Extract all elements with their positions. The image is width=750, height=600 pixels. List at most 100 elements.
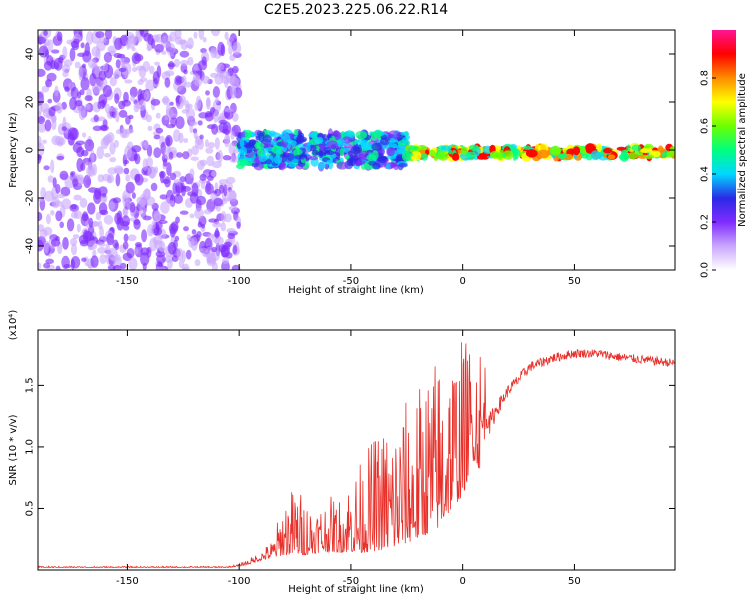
spectrogram-panel: -150 -100 -50 0 50 -40 -20 0 20 40 Height of str… [8,29,676,296]
heatmap-cell [396,145,407,154]
heatmap-cell [48,106,56,117]
heatmap-cell [225,241,232,248]
heatmap-cell [231,264,241,270]
heatmap-cell [87,240,98,251]
heatmap-cell [182,151,190,160]
heatmap-cell [131,145,142,153]
heatmap-cell [282,133,291,143]
heatmap-cell [220,44,226,57]
heatmap-cell [60,186,71,197]
spectrogram-x-axis-label: Height of straight line (km) [288,285,424,296]
heatmap-cell [183,138,189,143]
heatmap-cell [164,114,169,121]
heatmap-cell [139,77,148,83]
heatmap-cell [107,265,116,270]
heatmap-cell [162,95,169,106]
heatmap-cell [125,174,131,182]
heatmap-cell [229,54,236,61]
heatmap-cell [105,243,110,254]
heatmap-cell [427,149,436,156]
heatmap-cell [193,31,198,39]
heatmap-cell [88,58,97,69]
heatmap-cell [38,211,43,222]
heatmap-cell [170,115,177,127]
heatmap-cell [385,163,391,170]
heatmap-cell [640,148,651,154]
heatmap-cell [169,200,175,207]
heatmap-cell [299,153,306,160]
heatmap-cell [154,61,160,66]
colorbar-tick-label: 0.2 [700,214,711,230]
heatmap-cell [386,146,395,157]
heatmap-cell [191,182,199,197]
heatmap-cell [61,126,67,131]
heatmap-cell [198,179,208,184]
heatmap-cell [84,103,91,111]
heatmap-cell [41,85,50,93]
heatmap-cell [50,210,55,216]
heatmap-cell [149,65,155,75]
heatmap-cell [619,152,629,162]
heatmap-cell [122,208,128,216]
heatmap-cell [159,240,166,253]
heatmap-cell [82,211,89,222]
heatmap-cell [353,153,358,163]
heatmap-cell [420,153,428,161]
heatmap-cell [88,217,94,228]
heatmap-cell [70,237,78,247]
heatmap-cell [164,77,171,88]
heatmap-cell [196,195,207,206]
heatmap-cell [55,210,63,222]
heatmap-cell [165,124,176,129]
heatmap-cell [170,113,178,119]
spectrogram-x-tick-label: -100 [228,276,251,287]
heatmap-cell [45,258,54,265]
heatmap-cell [205,147,214,154]
heatmap-cell [401,137,409,144]
snr-x-tick-label: -50 [343,576,359,587]
heatmap-cell [189,168,195,179]
heatmap-cell [45,79,53,88]
heatmap-cell [398,162,408,168]
heatmap-cell [103,214,114,225]
heatmap-cell [97,101,102,110]
heatmap-cell [212,221,222,228]
heatmap-cell [69,97,77,111]
heatmap-cell [221,258,230,265]
heatmap-cell [603,147,613,154]
heatmap-cell [55,183,61,194]
heatmap-cell [119,128,127,139]
heatmap-cell [288,162,296,168]
heatmap-cell [91,84,102,94]
heatmap-cell [44,119,52,132]
heatmap-cell [100,196,106,203]
heatmap-cell [38,110,42,118]
heatmap-cell [145,114,152,123]
heatmap-marks [38,30,675,270]
snr-series-line [38,342,675,569]
heatmap-cell [228,205,238,211]
heatmap-cell [180,39,188,50]
spectrogram-x-tick-label: -50 [343,276,359,287]
heatmap-cell [551,148,561,154]
heatmap-cell [203,208,212,215]
heatmap-cell [224,108,234,113]
heatmap-cell [372,162,381,170]
heatmap-cell [440,145,451,152]
heatmap-cell [185,249,192,260]
heatmap-cell [38,36,46,45]
heatmap-cell [103,52,112,63]
heatmap-cell [137,88,143,102]
snr-x-axis-label: Height of straight line (km) [288,584,424,595]
heatmap-cell [82,132,87,138]
heatmap-cell [217,149,224,163]
colorbar-tick-label: 0.0 [700,262,711,278]
heatmap-cell [144,140,149,150]
heatmap-cell [378,155,388,161]
heatmap-cell [262,134,272,143]
heatmap-cell [143,90,150,101]
heatmap-cell [326,159,331,165]
heatmap-cell [324,163,330,170]
figure-title: C2E5.2023.225.06.22.R14 [264,2,448,18]
heatmap-cell [168,151,174,160]
